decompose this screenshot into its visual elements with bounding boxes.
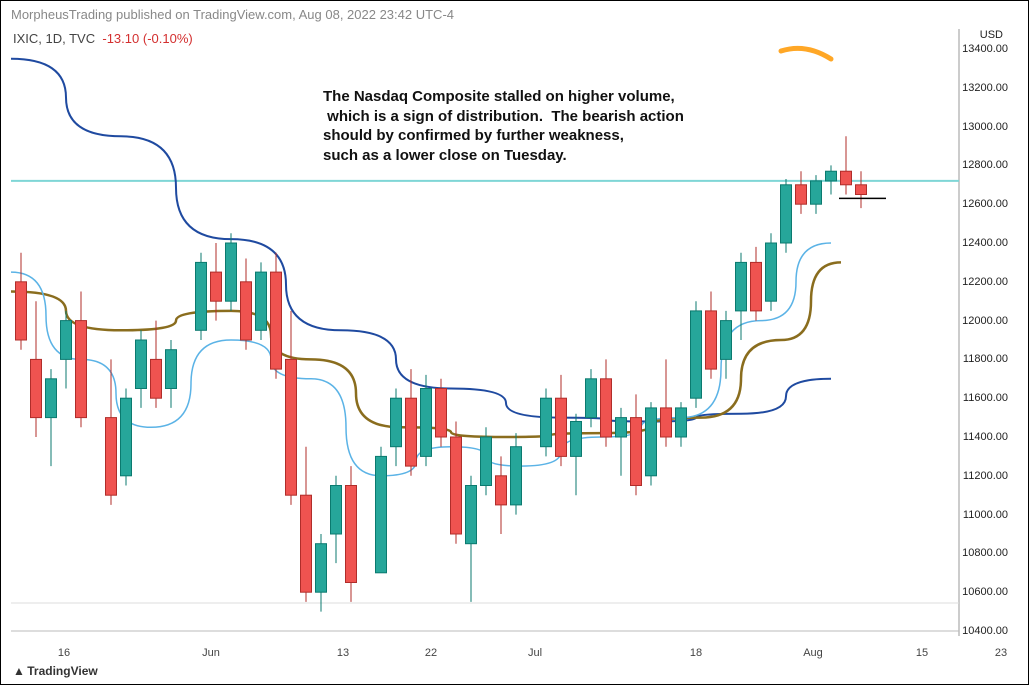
chart-frame: MorpheusTrading published on TradingView…: [0, 0, 1029, 685]
y-axis-tick: 12600.00: [962, 198, 1008, 210]
x-axis-tick: 22: [425, 647, 437, 659]
candle: [556, 398, 567, 456]
y-axis-tick: 13400.00: [962, 43, 1008, 55]
y-axis-tick: 10400.00: [962, 625, 1008, 637]
y-axis-tick: 10800.00: [962, 547, 1008, 559]
candle: [481, 437, 492, 486]
y-axis-tick: 11400.00: [963, 431, 1008, 443]
x-axis-tick: 23: [995, 647, 1007, 659]
candle: [106, 418, 117, 496]
candle: [661, 408, 672, 437]
y-axis-tick: 10600.00: [962, 586, 1008, 598]
candle: [751, 262, 762, 311]
candle: [511, 447, 522, 505]
candle: [736, 262, 747, 311]
y-axis-tick: 11600.00: [963, 392, 1008, 404]
candle: [631, 418, 642, 486]
candle: [721, 321, 732, 360]
candle: [856, 185, 867, 195]
candle: [796, 185, 807, 204]
candle: [496, 476, 507, 505]
y-axis-tick: 11800.00: [963, 353, 1008, 365]
candle: [46, 379, 57, 418]
candle: [571, 421, 582, 456]
candle: [16, 282, 27, 340]
y-axis-tick: 11200.00: [963, 470, 1008, 482]
x-axis-tick: 18: [690, 647, 702, 659]
chart-annotation: The Nasdaq Composite stalled on higher v…: [323, 87, 684, 165]
candle: [31, 359, 42, 417]
candle: [391, 398, 402, 447]
candle: [406, 398, 417, 466]
candle: [541, 398, 552, 447]
candle: [466, 486, 477, 544]
y-axis-tick: 12400.00: [962, 237, 1008, 249]
y-axis-tick: 12800.00: [962, 159, 1008, 171]
x-axis-tick: 13: [337, 647, 349, 659]
candle: [376, 456, 387, 572]
candle: [346, 486, 357, 583]
candle: [451, 437, 462, 534]
candle: [706, 311, 717, 369]
candle: [241, 282, 252, 340]
candle: [256, 272, 267, 330]
x-axis-tick: Aug: [803, 647, 823, 659]
candle: [331, 486, 342, 535]
accent-arc: [781, 48, 831, 59]
candle: [151, 359, 162, 398]
candle: [196, 262, 207, 330]
candle: [841, 171, 852, 185]
candle: [811, 181, 822, 204]
x-axis-tick: Jun: [202, 647, 220, 659]
candle: [286, 359, 297, 495]
candle: [616, 418, 627, 437]
candle: [766, 243, 777, 301]
x-axis-tick: Jul: [528, 647, 542, 659]
candle: [226, 243, 237, 301]
candle: [271, 272, 282, 369]
candle: [781, 185, 792, 243]
y-axis-tick: 11000.00: [963, 509, 1008, 521]
candle: [601, 379, 612, 437]
candle: [136, 340, 147, 389]
y-axis-tick: 12200.00: [962, 276, 1008, 288]
candle: [61, 321, 72, 360]
candle: [301, 495, 312, 592]
y-axis-tick: 12000.00: [962, 315, 1008, 327]
tv-logo-icon: ▲: [13, 664, 24, 678]
candle: [211, 272, 222, 301]
x-axis-tick: 15: [916, 647, 928, 659]
tradingview-attribution: ▲ TradingView: [13, 664, 98, 678]
candle: [826, 171, 837, 181]
y-axis-tick: 13200.00: [962, 82, 1008, 94]
y-axis-tick: 13000.00: [962, 121, 1008, 133]
candle: [586, 379, 597, 418]
candle: [121, 398, 132, 476]
candle: [166, 350, 177, 389]
candle: [421, 389, 432, 457]
candle: [691, 311, 702, 398]
candle: [646, 408, 657, 476]
candle: [676, 408, 687, 437]
candle: [76, 321, 87, 418]
candle: [316, 544, 327, 593]
x-axis-tick: 16: [58, 647, 70, 659]
candle: [436, 389, 447, 438]
